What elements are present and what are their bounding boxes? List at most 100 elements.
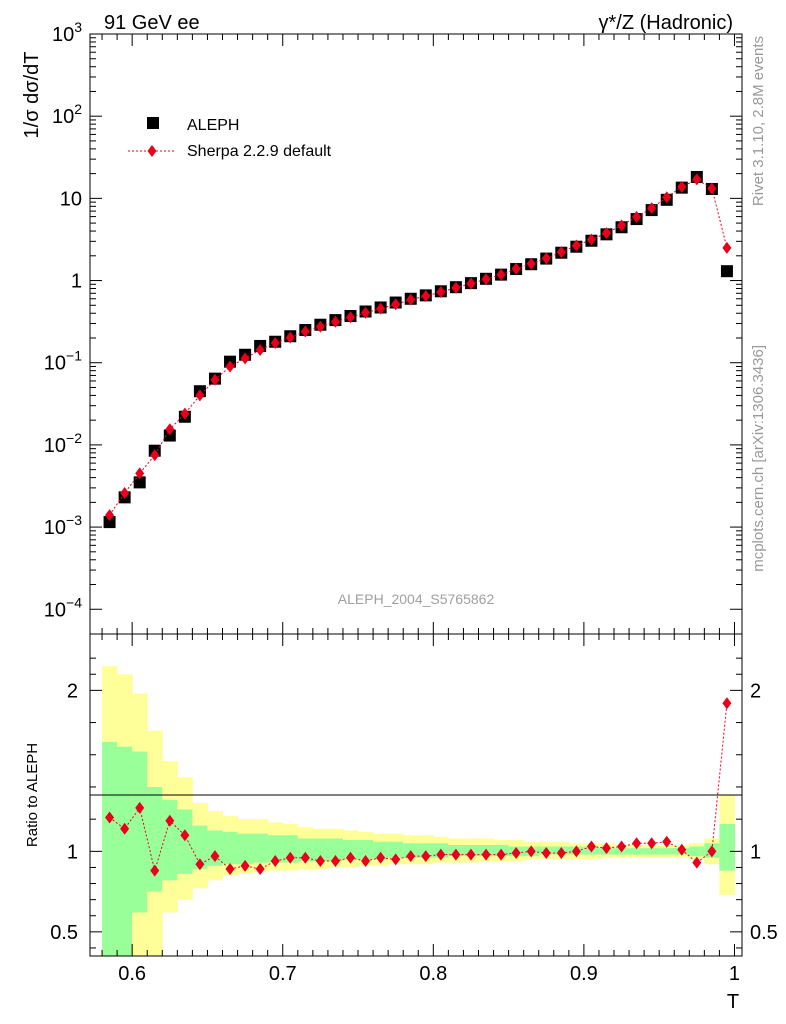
ratio-sherpa-point <box>165 814 175 827</box>
ratio-sherpa-point <box>526 845 536 858</box>
aleph-data-point <box>163 429 176 442</box>
ratio-sherpa-point <box>195 858 205 871</box>
ratio-sherpa-point <box>361 855 371 868</box>
ratio-band-inner <box>297 838 314 862</box>
sherpa-point <box>345 311 355 324</box>
sherpa-point <box>330 315 340 328</box>
sherpa-point <box>692 173 702 186</box>
main-panel: 10−4 10−3 10−2 10−1 1 10 102 103 1/σ dσ/dT ALEP… <box>21 19 743 635</box>
rivet-label: Rivet 3.1.10, 2.8M events <box>750 36 767 206</box>
sherpa-point <box>541 252 551 265</box>
ratio-sherpa-point <box>421 850 431 863</box>
sherpa-point <box>466 277 476 290</box>
ratio-sherpa-point <box>225 863 235 876</box>
ratio-sherpa-point <box>586 840 596 853</box>
x-axis-label: T <box>727 991 739 1013</box>
ratio-band-inner <box>177 809 193 874</box>
ratio-band-inner <box>312 838 329 862</box>
header-right-label: γ*/Z (Hadronic) <box>599 12 733 34</box>
sherpa-point <box>481 273 491 286</box>
ratio-sherpa-point <box>180 829 190 842</box>
ratio-sherpa-point <box>571 845 581 858</box>
legend-aleph-label: ALEPH <box>187 117 239 134</box>
main-y-tick-label: 10−2 <box>44 430 82 457</box>
ratio-sherpa-point <box>692 856 702 869</box>
sherpa-point <box>617 219 627 232</box>
sherpa-point <box>722 241 732 254</box>
sherpa-point <box>632 210 642 223</box>
sherpa-point <box>556 246 566 259</box>
sherpa-point <box>421 290 431 303</box>
aleph-data-point <box>103 516 116 529</box>
x-tick-label: 1 <box>729 963 740 985</box>
ratio-y-axis-label: Ratio to ALEPH <box>24 743 41 847</box>
ratio-sherpa-point <box>391 853 401 866</box>
main-y-axis-label: 1/σ dσ/dT <box>21 52 43 139</box>
ratio-y-tick-label-right: 1 <box>750 841 761 863</box>
ratio-sherpa-point <box>617 840 627 853</box>
main-y-tick-label: 1 <box>71 271 82 293</box>
ratio-bands <box>102 666 735 956</box>
ratio-band-inner <box>373 841 389 860</box>
sherpa-point <box>180 407 190 420</box>
ratio-band-inner <box>629 848 645 855</box>
sherpa-point <box>677 180 687 193</box>
ratio-sherpa-point <box>436 848 446 861</box>
ratio-sherpa-point <box>496 848 506 861</box>
ratio-panel: 0.5 0.5 1 1 2 2 0.6 0.7 0.8 0.9 1 Ratio to ALEPH T <box>24 633 778 1013</box>
ratio-sherpa-point <box>150 864 160 877</box>
ratio-band-inner <box>237 833 254 865</box>
main-marks <box>103 170 733 529</box>
ratio-sherpa-point <box>541 846 551 859</box>
ratio-sherpa-point <box>270 855 280 868</box>
header-left-label: 91 GeV ee <box>104 12 200 34</box>
ratio-sherpa-point <box>632 837 642 850</box>
sherpa-point <box>526 257 536 270</box>
sherpa-point <box>451 281 461 294</box>
ratio-band-inner <box>358 840 374 860</box>
sherpa-point <box>647 202 657 215</box>
aleph-data-point <box>720 265 733 278</box>
ratio-marks <box>105 697 732 877</box>
ratio-sherpa-point <box>345 851 355 864</box>
ratio-band-inner <box>719 823 735 871</box>
ratio-sherpa-point <box>647 837 657 850</box>
ratio-sherpa-point <box>376 851 386 864</box>
sherpa-point <box>496 268 506 281</box>
sherpa-point <box>135 467 145 480</box>
sherpa-point <box>270 336 280 349</box>
ratio-y-tick-label: 1 <box>67 841 78 863</box>
ratio-band-inner <box>689 846 705 857</box>
main-y-tick-label: 103 <box>52 19 82 46</box>
ratio-band-inner <box>117 746 133 956</box>
ratio-frame <box>89 633 743 957</box>
ratio-sherpa-point <box>707 845 717 858</box>
sherpa-point <box>511 262 521 275</box>
ratio-band-inner <box>192 825 208 870</box>
sherpa-point <box>436 286 446 299</box>
ratio-sherpa-point <box>330 855 340 868</box>
main-y-tick-label: 102 <box>52 101 82 128</box>
sherpa-point <box>150 449 160 462</box>
ratio-band-inner <box>388 841 404 858</box>
sherpa-point <box>165 423 175 436</box>
ratio-band-inner <box>147 786 163 892</box>
x-tick-label: 0.7 <box>269 963 297 985</box>
ratio-sherpa-point <box>105 811 115 824</box>
ratio-sherpa-point <box>677 843 687 856</box>
ratio-sherpa-point <box>240 859 250 872</box>
ratio-band-inner <box>252 833 269 863</box>
ratio-sherpa-point <box>255 863 265 876</box>
analysis-label: ALEPH_2004_S5765862 <box>338 591 495 607</box>
sherpa-point <box>707 182 717 195</box>
sherpa-point <box>571 239 581 252</box>
ratio-band-inner <box>267 835 284 863</box>
sherpa-point <box>210 373 220 386</box>
main-y-tick-label: 10−4 <box>44 594 82 621</box>
sherpa-point <box>361 306 371 319</box>
sherpa-point <box>255 343 265 356</box>
ratio-sherpa-point <box>120 822 130 835</box>
ratio-band-inner <box>222 832 239 865</box>
aleph-data-point <box>133 476 146 489</box>
ratio-sherpa-point <box>511 846 521 859</box>
